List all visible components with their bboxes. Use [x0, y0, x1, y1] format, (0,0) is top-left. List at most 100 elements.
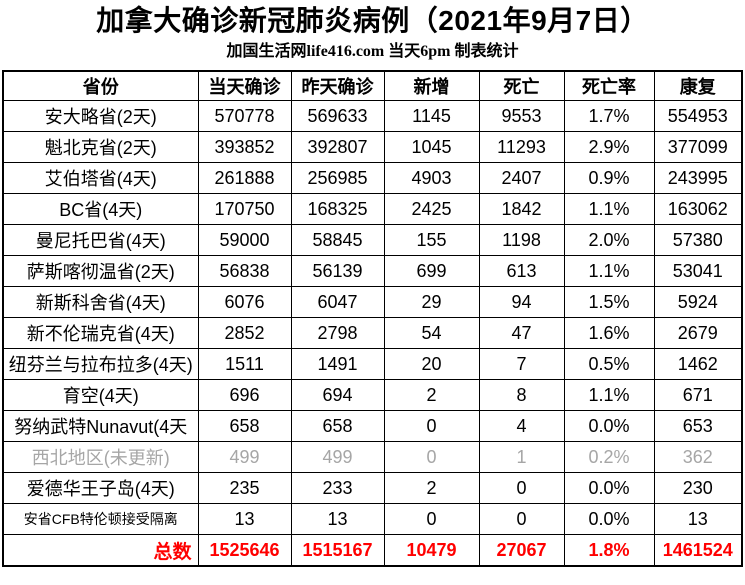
total-label: 总数: [2, 534, 199, 567]
table-row: 新不伦瑞克省(4天) 2852 2798 54 47 1.6% 2679: [2, 317, 743, 349]
new-cases-cell: 0: [383, 441, 480, 473]
today-cell: 170750: [197, 193, 292, 225]
table-total-row: 总数 1525646 1515167 10479 27067 1.8% 1461…: [2, 534, 743, 567]
death-rate-cell: 0.5%: [563, 348, 655, 380]
deaths-cell: 2407: [478, 162, 565, 194]
today-cell: 235: [197, 472, 292, 504]
new-cases-cell: 2425: [383, 193, 480, 225]
yesterday-cell: 168325: [290, 193, 385, 225]
yesterday-cell: 233: [290, 472, 385, 504]
col-header-deaths: 死亡: [478, 70, 565, 101]
death-rate-cell: 0.0%: [563, 503, 655, 535]
recovered-cell: 362: [653, 441, 743, 473]
yesterday-cell: 694: [290, 379, 385, 411]
deaths-cell: 8: [478, 379, 565, 411]
table-row: 曼尼托巴省(4天) 59000 58845 155 1198 2.0% 5738…: [2, 224, 743, 256]
today-cell: 56838: [197, 255, 292, 287]
table-row: 新斯科舍省(4天) 6076 6047 29 94 1.5% 5924: [2, 286, 743, 318]
province-cell: 新不伦瑞克省(4天): [2, 317, 199, 349]
yesterday-cell: 56139: [290, 255, 385, 287]
province-cell: 努纳武特Nunavut(4天: [2, 410, 199, 442]
today-cell: 658: [197, 410, 292, 442]
recovered-cell: 377099: [653, 131, 743, 163]
recovered-cell: 671: [653, 379, 743, 411]
page-title: 加拿大确诊新冠肺炎病例（2021年9月7日）: [96, 5, 649, 36]
new-cases-cell: 1045: [383, 131, 480, 163]
recovered-cell: 57380: [653, 224, 743, 256]
recovered-cell: 653: [653, 410, 743, 442]
today-cell: 59000: [197, 224, 292, 256]
total-new-cases-cell: 10479: [383, 534, 480, 567]
deaths-cell: 9553: [478, 100, 565, 132]
table-row: 纽芬兰与拉布拉多(4天) 1511 1491 20 7 0.5% 1462: [2, 348, 743, 380]
province-cell: BC省(4天): [2, 193, 199, 225]
today-cell: 696: [197, 379, 292, 411]
today-cell: 499: [197, 441, 292, 473]
table-header-row: 省份 当天确诊 昨天确诊 新增 死亡 死亡率 康复: [2, 70, 743, 101]
deaths-cell: 47: [478, 317, 565, 349]
table-row: 努纳武特Nunavut(4天 658 658 0 4 0.0% 653: [2, 410, 743, 442]
total-yesterday-cell: 1515167: [290, 534, 385, 567]
death-rate-cell: 2.0%: [563, 224, 655, 256]
yesterday-cell: 256985: [290, 162, 385, 194]
recovered-cell: 230: [653, 472, 743, 504]
death-rate-cell: 0.2%: [563, 441, 655, 473]
yesterday-cell: 58845: [290, 224, 385, 256]
death-rate-cell: 1.6%: [563, 317, 655, 349]
province-cell: 艾伯塔省(4天): [2, 162, 199, 194]
new-cases-cell: 0: [383, 503, 480, 535]
recovered-cell: 2679: [653, 317, 743, 349]
yesterday-cell: 6047: [290, 286, 385, 318]
today-cell: 1511: [197, 348, 292, 380]
yesterday-cell: 13: [290, 503, 385, 535]
total-recovered-cell: 1461524: [653, 534, 743, 567]
new-cases-cell: 155: [383, 224, 480, 256]
deaths-cell: 0: [478, 503, 565, 535]
new-cases-cell: 699: [383, 255, 480, 287]
deaths-cell: 94: [478, 286, 565, 318]
new-cases-cell: 4903: [383, 162, 480, 194]
col-header-death-rate: 死亡率: [563, 70, 655, 101]
table-row: 萨斯喀彻温省(2天) 56838 56139 699 613 1.1% 5304…: [2, 255, 743, 287]
recovered-cell: 5924: [653, 286, 743, 318]
deaths-cell: 0: [478, 472, 565, 504]
today-cell: 261888: [197, 162, 292, 194]
deaths-cell: 11293: [478, 131, 565, 163]
yesterday-cell: 392807: [290, 131, 385, 163]
deaths-cell: 1198: [478, 224, 565, 256]
col-header-province: 省份: [2, 70, 199, 101]
death-rate-cell: 0.0%: [563, 472, 655, 504]
table-row: BC省(4天) 170750 168325 2425 1842 1.1% 163…: [2, 193, 743, 225]
table-row: 爱德华王子岛(4天) 235 233 2 0 0.0% 230: [2, 472, 743, 504]
today-cell: 13: [197, 503, 292, 535]
total-deaths-cell: 27067: [478, 534, 565, 567]
table-row: 安大略省(2天) 570778 569633 1145 9553 1.7% 55…: [2, 100, 743, 132]
death-rate-cell: 0.9%: [563, 162, 655, 194]
new-cases-cell: 0: [383, 410, 480, 442]
new-cases-cell: 1145: [383, 100, 480, 132]
deaths-cell: 7: [478, 348, 565, 380]
province-cell: 安省CFB特伦顿接受隔离: [2, 503, 199, 535]
new-cases-cell: 2: [383, 472, 480, 504]
table-row: 魁北克省(2天) 393852 392807 1045 11293 2.9% 3…: [2, 131, 743, 163]
new-cases-cell: 29: [383, 286, 480, 318]
deaths-cell: 613: [478, 255, 565, 287]
covid-stats-table: 省份 当天确诊 昨天确诊 新增 死亡 死亡率 康复 安大略省(2天) 57077…: [2, 70, 743, 567]
province-cell: 纽芬兰与拉布拉多(4天): [2, 348, 199, 380]
col-header-recovered: 康复: [653, 70, 743, 101]
recovered-cell: 554953: [653, 100, 743, 132]
province-cell: 魁北克省(2天): [2, 131, 199, 163]
total-death-rate-cell: 1.8%: [563, 534, 655, 567]
yesterday-cell: 658: [290, 410, 385, 442]
col-header-yesterday: 昨天确诊: [290, 70, 385, 101]
table-row: 艾伯塔省(4天) 261888 256985 4903 2407 0.9% 24…: [2, 162, 743, 194]
death-rate-cell: 0.0%: [563, 410, 655, 442]
death-rate-cell: 1.1%: [563, 379, 655, 411]
yesterday-cell: 1491: [290, 348, 385, 380]
death-rate-cell: 1.1%: [563, 193, 655, 225]
table-row: 育空(4天) 696 694 2 8 1.1% 671: [2, 379, 743, 411]
deaths-cell: 1842: [478, 193, 565, 225]
province-cell: 新斯科舍省(4天): [2, 286, 199, 318]
recovered-cell: 1462: [653, 348, 743, 380]
